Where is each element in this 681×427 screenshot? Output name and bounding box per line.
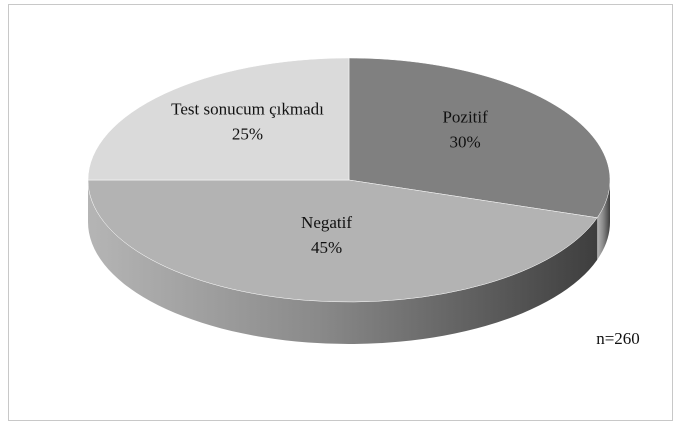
pie-slice (348, 57, 611, 218)
slice-value: 45% (311, 238, 342, 257)
slice-label: Pozitif (442, 107, 488, 126)
slice-value: 25% (232, 124, 263, 143)
slice-value: 30% (450, 132, 481, 151)
annotation: n=260 (596, 329, 640, 348)
frame (8, 4, 673, 421)
pie-slice (87, 57, 350, 181)
slice-label: Negatif (301, 213, 352, 232)
slice-label: Test sonucum çıkmadı (171, 99, 324, 118)
pie-side (88, 180, 598, 344)
pie-slice (87, 179, 598, 303)
